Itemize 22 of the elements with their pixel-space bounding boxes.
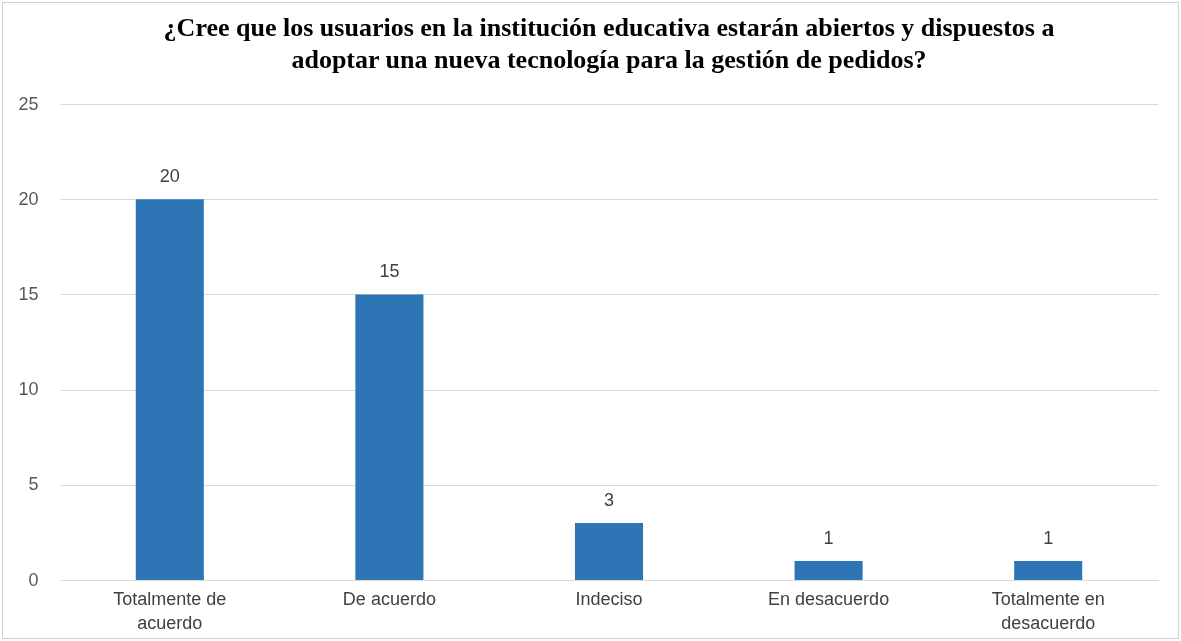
- data-label: 15: [379, 261, 400, 282]
- y-tick-label: 0: [28, 569, 39, 590]
- y-tick-label: 10: [18, 379, 39, 400]
- y-tick-label: 20: [18, 188, 39, 209]
- data-label: 1: [1043, 527, 1054, 548]
- bar: [1014, 560, 1083, 580]
- data-label: 20: [159, 166, 180, 187]
- y-tick-label: 15: [18, 283, 39, 304]
- bar: [794, 560, 863, 580]
- x-tick-label: En desacuerdo: [768, 588, 890, 609]
- bar: [574, 522, 644, 580]
- data-label: 3: [603, 489, 615, 510]
- y-tick-label: 25: [18, 93, 39, 114]
- y-tick-label: 5: [28, 474, 39, 495]
- chart-title: ¿Cree que los usuarios en la institución educativa estarán abiertos y dispuestos a adoptar una nueva tecnología para la gestión de pedidos?: [163, 13, 1055, 74]
- x-tick-label: Totalmente en desacuerdo: [991, 588, 1105, 633]
- bar: [135, 199, 204, 580]
- data-label: 1: [823, 527, 834, 548]
- x-tick-label: Indeciso: [575, 588, 643, 609]
- bar: [355, 294, 424, 580]
- x-tick-label: De acuerdo: [342, 588, 436, 609]
- x-tick-label: Totalmente de acuerdo: [113, 588, 227, 633]
